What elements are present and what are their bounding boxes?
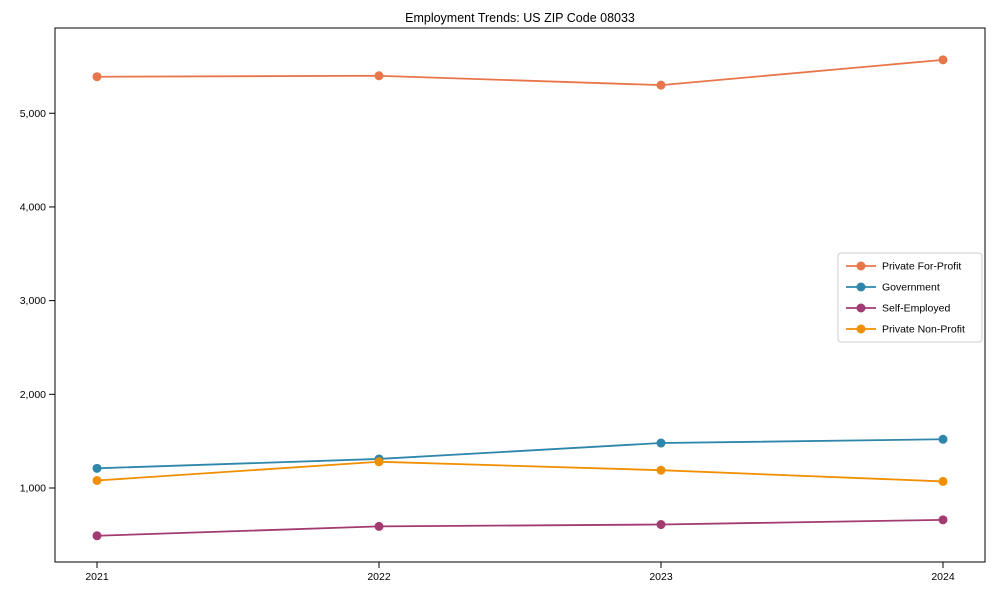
series-marker-private-non-profit-2021 xyxy=(92,475,102,485)
legend-marker-government xyxy=(856,282,866,292)
series-marker-self-employed-2023 xyxy=(656,520,666,530)
x-axis-tick-label: 2024 xyxy=(931,571,955,583)
legend-marker-private-for-profit xyxy=(856,261,866,271)
series-marker-self-employed-2024 xyxy=(938,515,948,525)
series-marker-private-non-profit-2022 xyxy=(374,457,384,467)
series-line-private-for-profit xyxy=(96,58,944,87)
series-line-government xyxy=(96,438,944,470)
series-marker-private-non-profit-2023 xyxy=(656,465,666,475)
x-axis-tick-label: 2023 xyxy=(649,571,673,583)
y-axis-tick-label: 4,000 xyxy=(20,201,46,213)
x-axis-tick-label: 2022 xyxy=(367,571,391,583)
y-axis-tick-label: 3,000 xyxy=(20,295,46,307)
series-marker-self-employed-2022 xyxy=(374,521,384,531)
series-marker-private-for-profit-2023 xyxy=(656,80,666,90)
y-axis-tick-label: 1,000 xyxy=(20,482,46,494)
legend-marker-private-non-profit xyxy=(856,324,866,334)
series-marker-private-for-profit-2021 xyxy=(92,72,102,82)
series-marker-government-2021 xyxy=(92,463,102,473)
legend-box xyxy=(837,252,983,343)
legend-label-self-employed: Self-Employed xyxy=(882,303,950,315)
series-marker-government-2023 xyxy=(656,438,666,448)
legend-label-government: Government xyxy=(882,282,940,294)
legend-marker-self-employed xyxy=(856,303,866,313)
y-axis-tick-label: 5,000 xyxy=(20,108,46,120)
series-marker-self-employed-2021 xyxy=(92,531,102,541)
series-marker-private-for-profit-2024 xyxy=(938,55,948,65)
series-marker-private-for-profit-2022 xyxy=(374,71,384,81)
x-axis-tick-label: 2021 xyxy=(85,571,109,583)
series-line-private-non-profit xyxy=(96,460,944,483)
legend-label-private-for-profit: Private For-Profit xyxy=(882,261,961,273)
y-axis-tick-label: 2,000 xyxy=(20,389,46,401)
series-line-self-employed xyxy=(96,518,944,537)
series-marker-government-2024 xyxy=(938,434,948,444)
chart-title: Employment Trends: US ZIP Code 08033 xyxy=(405,11,635,25)
series-marker-private-non-profit-2024 xyxy=(938,476,948,486)
legend-label-private-non-profit: Private Non-Profit xyxy=(882,324,965,336)
